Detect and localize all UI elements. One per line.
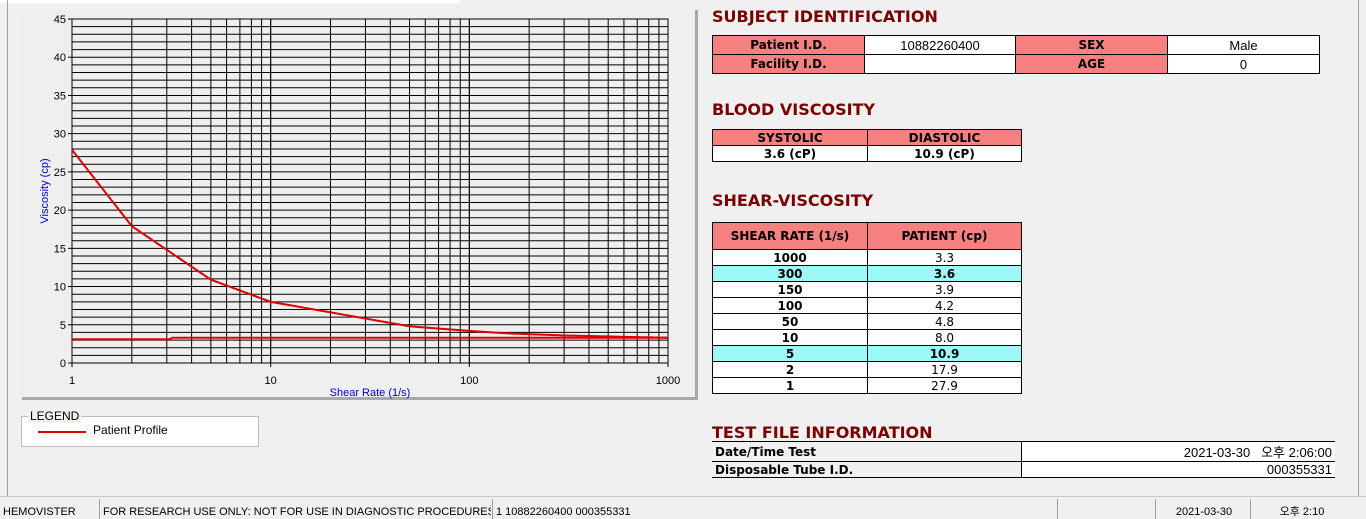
diastolic-value: 10.9 (cP) [867, 145, 1022, 162]
tube-id-label: Disposable Tube I.D. [712, 461, 1022, 478]
test-file-title: TEST FILE INFORMATION [712, 423, 933, 442]
plot-area [71, 18, 669, 364]
shear-rate-cell: 2 [712, 361, 868, 378]
shear-rate-cell: 10 [712, 329, 868, 346]
top-strip [0, 0, 460, 3]
status-notice: FOR RESEARCH USE ONLY: NOT FOR USE IN DI… [99, 499, 491, 519]
patient-header: PATIENT (cp) [867, 222, 1022, 250]
shear-viscosity-table: SHEAR RATE (1/s) PATIENT (cp) 1000 3.3 300 3… [712, 222, 1022, 394]
shear-rate-cell: 100 [712, 297, 868, 314]
shear-row: 100 4.2 [712, 297, 1022, 314]
x-tick-label: 1000 [656, 375, 680, 387]
tube-id-value: 000355331 [1021, 461, 1335, 478]
sex-label: SEX [1015, 35, 1168, 55]
y-tick-label: 10 [54, 282, 66, 294]
status-app: HEMOVISTER [3, 506, 76, 518]
subject-table: Patient I.D. 10882260400 SEX Male Facility … [712, 35, 1320, 74]
sex-value: Male [1167, 35, 1320, 55]
x-tick-label: 100 [460, 375, 478, 387]
status-bar: HEMOVISTER FOR RESEARCH USE ONLY: NOT FO… [0, 496, 1366, 519]
patient-value-cell: 3.9 [867, 281, 1022, 298]
x-axis-label: Shear Rate (1/s) [330, 387, 411, 399]
status-record: 1 10882260400 000355331 [492, 499, 1056, 519]
blood-viscosity-title: BLOOD VISCOSITY [712, 100, 876, 119]
y-tick-label: 0 [60, 358, 66, 370]
y-tick-label: 45 [54, 14, 66, 26]
diastolic-label: DIASTOLIC [867, 129, 1022, 146]
shear-row: 10 8.0 [712, 329, 1022, 346]
x-tick-label: 1 [69, 375, 75, 387]
shear-row: 300 3.6 [712, 265, 1022, 282]
chart-panel: 0 5 10 15 20 25 30 35 40 45 1 10 100 1000 Shear Rate (… [22, 10, 698, 400]
patient-value-cell: 3.3 [867, 249, 1022, 266]
y-tick-label: 35 [54, 90, 66, 102]
shear-row: 5 10.9 [712, 345, 1022, 362]
shear-row: 1000 3.3 [712, 249, 1022, 266]
y-tick-label: 20 [54, 205, 66, 217]
facility-id-value [864, 54, 1016, 74]
shear-rate-cell: 5 [712, 345, 868, 362]
y-tick-label: 40 [54, 52, 66, 64]
systolic-label: SYSTOLIC [712, 129, 868, 146]
shear-rate-header: SHEAR RATE (1/s) [712, 222, 868, 250]
y-axis-label: Viscosity (cp) [39, 158, 51, 223]
status-time: 오후 2:10 [1250, 499, 1350, 519]
status-empty [1057, 499, 1154, 519]
divider [7, 0, 8, 496]
series-line [72, 336, 668, 341]
patient-value-cell: 4.2 [867, 297, 1022, 314]
y-tick-label: 15 [54, 243, 66, 255]
shear-row: 150 3.9 [712, 281, 1022, 298]
divider [1358, 0, 1359, 496]
shear-viscosity-title: SHEAR-VISCOSITY [712, 191, 874, 210]
shear-rate-cell: 150 [712, 281, 868, 298]
x-tick-label: 10 [265, 375, 277, 387]
date-time-value: 2021-03-30 오후 2:06:00 [1021, 441, 1335, 462]
patient-value-cell: 3.6 [867, 265, 1022, 282]
blood-viscosity-table: SYSTOLIC DIASTOLIC 3.6 (cP) 10.9 (cP) [712, 129, 1022, 162]
legend-title: LEGEND [28, 409, 82, 423]
legend-entry: Patient Profile [93, 423, 168, 437]
patient-id-label: Patient I.D. [712, 35, 865, 55]
patient-value-cell: 4.8 [867, 313, 1022, 330]
series-line [71, 149, 669, 339]
shear-row: 50 4.8 [712, 313, 1022, 330]
patient-value-cell: 27.9 [867, 377, 1022, 394]
viscosity-chart: 0 5 10 15 20 25 30 35 40 45 1 10 100 1000 Shear Rate (… [39, 14, 680, 399]
facility-id-label: Facility I.D. [712, 54, 865, 74]
y-tick-label: 25 [54, 167, 66, 179]
shear-rate-cell: 1000 [712, 249, 868, 266]
patient-value-cell: 17.9 [867, 361, 1022, 378]
y-tick-label: 30 [54, 129, 66, 141]
date-time-label: Date/Time Test [712, 441, 1022, 462]
legend: LEGEND Patient Profile [21, 409, 259, 447]
patient-value-cell: 8.0 [867, 329, 1022, 346]
shear-row: 2 17.9 [712, 361, 1022, 378]
shear-row: 1 27.9 [712, 377, 1022, 394]
subject-title: SUBJECT IDENTIFICATION [712, 7, 938, 26]
patient-value-cell: 10.9 [867, 345, 1022, 362]
shear-rate-cell: 50 [712, 313, 868, 330]
systolic-value: 3.6 (cP) [712, 145, 868, 162]
legend-line-swatch [38, 431, 86, 433]
patient-id-value: 10882260400 [864, 35, 1016, 55]
shear-rate-cell: 1 [712, 377, 868, 394]
test-file-table: Date/Time Test 2021-03-30 오후 2:06:00 Disp… [712, 441, 1335, 478]
status-date: 2021-03-30 [1155, 499, 1249, 519]
age-value: 0 [1167, 54, 1320, 74]
shear-rate-cell: 300 [712, 265, 868, 282]
y-tick-label: 5 [60, 320, 66, 332]
age-label: AGE [1015, 54, 1168, 74]
